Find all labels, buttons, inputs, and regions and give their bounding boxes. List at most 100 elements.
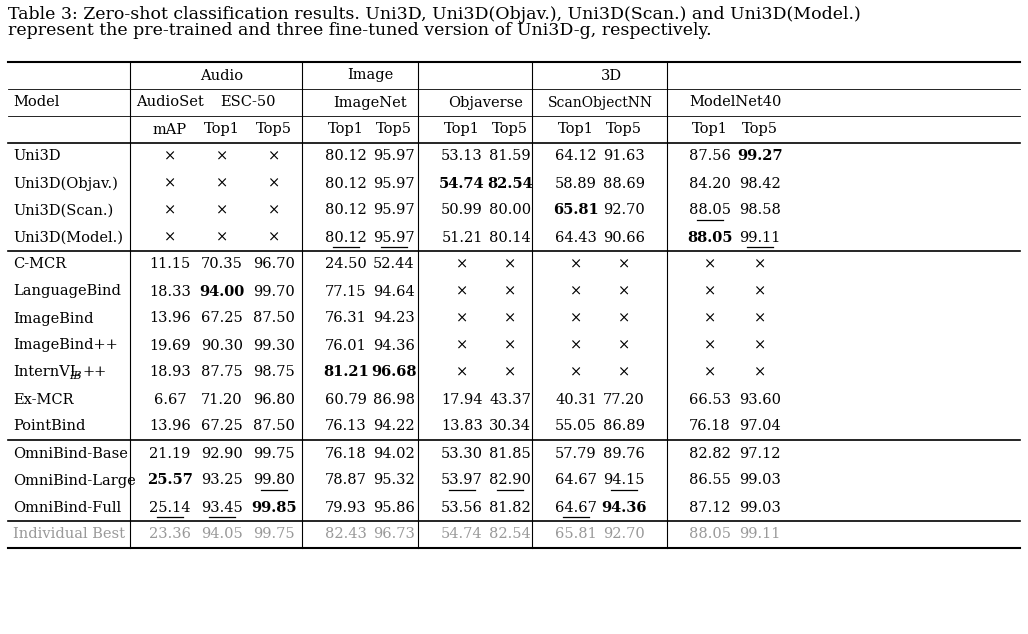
Text: ×: × bbox=[754, 257, 766, 271]
Text: ×: × bbox=[268, 204, 280, 217]
Text: 95.97: 95.97 bbox=[373, 204, 415, 217]
Text: ×: × bbox=[455, 257, 468, 271]
Text: 86.98: 86.98 bbox=[373, 392, 415, 406]
Text: 94.36: 94.36 bbox=[601, 500, 647, 515]
Text: 82.54: 82.54 bbox=[487, 176, 533, 190]
Text: 80.00: 80.00 bbox=[489, 204, 531, 217]
Text: 78.87: 78.87 bbox=[325, 474, 367, 488]
Text: ×: × bbox=[704, 285, 717, 299]
Text: 92.70: 92.70 bbox=[603, 204, 645, 217]
Text: 92.70: 92.70 bbox=[603, 527, 645, 541]
Text: 76.31: 76.31 bbox=[325, 311, 367, 325]
Text: 52.44: 52.44 bbox=[373, 257, 415, 271]
Text: ×: × bbox=[618, 365, 630, 380]
Text: 64.43: 64.43 bbox=[555, 231, 597, 245]
Text: ImageBind++: ImageBind++ bbox=[13, 339, 118, 353]
Text: 95.97: 95.97 bbox=[373, 231, 415, 245]
Text: ×: × bbox=[504, 257, 516, 271]
Text: ImageNet: ImageNet bbox=[333, 96, 407, 110]
Text: 13.96: 13.96 bbox=[149, 420, 191, 434]
Text: ×: × bbox=[704, 257, 717, 271]
Text: ×: × bbox=[163, 204, 176, 217]
Text: Table 3: Zero-shot classification results. Uni3D, Uni3D(Objav.), Uni3D(Scan.) an: Table 3: Zero-shot classification result… bbox=[8, 6, 860, 23]
Text: Model: Model bbox=[13, 96, 60, 110]
Text: 97.04: 97.04 bbox=[739, 420, 781, 434]
Text: 87.50: 87.50 bbox=[253, 311, 295, 325]
Text: ×: × bbox=[570, 365, 582, 380]
Text: 67.25: 67.25 bbox=[201, 420, 243, 434]
Text: 76.18: 76.18 bbox=[325, 446, 367, 460]
Text: 99.70: 99.70 bbox=[253, 285, 295, 299]
Text: Uni3D(Objav.): Uni3D(Objav.) bbox=[13, 176, 118, 191]
Text: Top1: Top1 bbox=[558, 122, 594, 136]
Text: ×: × bbox=[704, 365, 717, 380]
Text: 43.37: 43.37 bbox=[489, 392, 530, 406]
Text: 99.85: 99.85 bbox=[251, 500, 297, 515]
Text: ×: × bbox=[754, 339, 766, 353]
Text: Top5: Top5 bbox=[256, 122, 292, 136]
Text: 89.76: 89.76 bbox=[603, 446, 645, 460]
Text: 82.82: 82.82 bbox=[689, 446, 731, 460]
Text: 80.12: 80.12 bbox=[325, 150, 367, 164]
Text: ScanObjectNN: ScanObjectNN bbox=[548, 96, 653, 110]
Text: ×: × bbox=[504, 285, 516, 299]
Text: 87.12: 87.12 bbox=[689, 500, 731, 515]
Text: 95.86: 95.86 bbox=[373, 500, 415, 515]
Text: Top5: Top5 bbox=[376, 122, 412, 136]
Text: 82.54: 82.54 bbox=[489, 527, 530, 541]
Text: ×: × bbox=[504, 311, 516, 325]
Text: 70.35: 70.35 bbox=[201, 257, 243, 271]
Text: Objaverse: Objaverse bbox=[448, 96, 523, 110]
Text: Top1: Top1 bbox=[444, 122, 480, 136]
Text: 17.94: 17.94 bbox=[441, 392, 483, 406]
Text: 40.31: 40.31 bbox=[555, 392, 597, 406]
Text: 92.90: 92.90 bbox=[201, 446, 243, 460]
Text: ×: × bbox=[618, 311, 630, 325]
Text: mAP: mAP bbox=[153, 122, 187, 136]
Text: AudioSet: AudioSet bbox=[136, 96, 204, 110]
Text: 81.21: 81.21 bbox=[323, 365, 369, 380]
Text: InternVL: InternVL bbox=[13, 365, 79, 380]
Text: ×: × bbox=[570, 311, 582, 325]
Text: 60.79: 60.79 bbox=[325, 392, 367, 406]
Text: ×: × bbox=[455, 311, 468, 325]
Text: Uni3D(Model.): Uni3D(Model.) bbox=[13, 231, 123, 245]
Text: OmniBind-Base: OmniBind-Base bbox=[13, 446, 127, 460]
Text: Top5: Top5 bbox=[605, 122, 642, 136]
Text: 95.32: 95.32 bbox=[373, 474, 415, 488]
Text: LanguageBind: LanguageBind bbox=[13, 285, 121, 299]
Text: 88.05: 88.05 bbox=[689, 527, 731, 541]
Text: 6.67: 6.67 bbox=[154, 392, 186, 406]
Text: 25.57: 25.57 bbox=[147, 474, 193, 488]
Text: IB: IB bbox=[69, 371, 81, 381]
Text: 65.81: 65.81 bbox=[555, 527, 597, 541]
Text: 94.22: 94.22 bbox=[373, 420, 415, 434]
Text: ×: × bbox=[704, 339, 717, 353]
Text: 67.25: 67.25 bbox=[201, 311, 243, 325]
Text: ×: × bbox=[163, 231, 176, 245]
Text: ModelNet40: ModelNet40 bbox=[689, 96, 781, 110]
Text: 3D: 3D bbox=[600, 68, 622, 82]
Text: Individual Best: Individual Best bbox=[13, 527, 125, 541]
Text: ×: × bbox=[268, 150, 280, 164]
Text: 86.89: 86.89 bbox=[603, 420, 645, 434]
Text: ImageBind: ImageBind bbox=[13, 311, 94, 325]
Text: 81.59: 81.59 bbox=[489, 150, 530, 164]
Text: Ex-MCR: Ex-MCR bbox=[13, 392, 73, 406]
Text: ×: × bbox=[754, 311, 766, 325]
Text: Uni3D(Scan.): Uni3D(Scan.) bbox=[13, 204, 113, 217]
Text: 57.79: 57.79 bbox=[555, 446, 597, 460]
Text: ×: × bbox=[216, 231, 228, 245]
Text: ×: × bbox=[504, 339, 516, 353]
Text: 80.12: 80.12 bbox=[325, 176, 367, 190]
Text: 71.20: 71.20 bbox=[201, 392, 243, 406]
Text: ×: × bbox=[268, 231, 280, 245]
Text: 87.75: 87.75 bbox=[201, 365, 243, 380]
Text: 11.15: 11.15 bbox=[149, 257, 190, 271]
Text: ×: × bbox=[216, 204, 228, 217]
Text: PointBind: PointBind bbox=[13, 420, 85, 434]
Text: 13.83: 13.83 bbox=[441, 420, 483, 434]
Text: 95.97: 95.97 bbox=[373, 150, 415, 164]
Text: 98.58: 98.58 bbox=[739, 204, 781, 217]
Text: ×: × bbox=[163, 176, 176, 190]
